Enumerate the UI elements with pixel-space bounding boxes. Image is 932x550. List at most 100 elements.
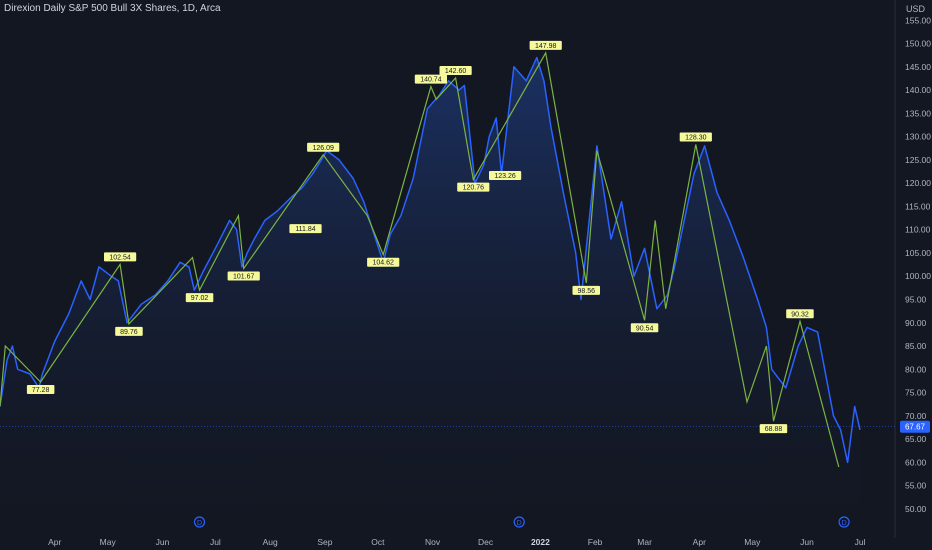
- pivot-label: 101.67: [227, 271, 260, 281]
- price-tick-label: 150.00: [905, 39, 931, 49]
- pivot-label-box: [414, 74, 447, 84]
- pivot-label-text: 104.62: [372, 260, 394, 267]
- pivot-label-text: 126.09: [312, 145, 334, 152]
- time-tick-label: Mar: [637, 537, 652, 547]
- zigzag-line: [0, 51, 840, 468]
- time-tick-label: Jul: [855, 537, 866, 547]
- pivot-label-box: [289, 224, 322, 234]
- dividend-marker: D: [193, 516, 206, 528]
- pivot-label-box: [307, 142, 340, 152]
- pivot-label: 98.56: [572, 285, 600, 295]
- pivot-label: 90.54: [630, 323, 659, 333]
- price-tick-label: 130.00: [905, 132, 931, 142]
- pivot-label-box: [630, 323, 659, 333]
- pivot-label-text: 142.60: [445, 68, 467, 75]
- price-tick-label: 60.00: [905, 457, 927, 467]
- time-tick-label: Jun: [156, 537, 170, 547]
- pivot-label-box: [227, 271, 260, 281]
- pivot-label-box: [115, 326, 143, 336]
- dividend-icon: [513, 516, 525, 528]
- pivot-label: 104.62: [367, 257, 400, 267]
- pivot-label-box: [26, 385, 55, 394]
- dividend-letter: D: [517, 520, 522, 527]
- dividend-letter: D: [842, 520, 847, 527]
- pivot-label: 97.02: [185, 293, 214, 303]
- price-tick-label: 105.00: [905, 248, 931, 258]
- time-tick-label: May: [744, 537, 761, 547]
- time-tick-label: Apr: [48, 537, 61, 547]
- price-tick-label: 90.00: [905, 318, 927, 328]
- pivot-label-text: 101.67: [233, 274, 255, 281]
- price-tick-label: 55.00: [905, 481, 927, 491]
- pivot-label: 102.54: [104, 252, 137, 262]
- price-tick-label: 110.00: [905, 225, 931, 235]
- time-tick-label: Aug: [263, 537, 278, 547]
- time-tick-label: Jul: [210, 537, 221, 547]
- price-tick-label: 135.00: [905, 108, 931, 118]
- time-tick-label: Sep: [317, 537, 332, 547]
- dividend-icon: [838, 516, 850, 528]
- price-area-fill: [0, 57, 860, 538]
- pivot-label: 89.76: [115, 326, 143, 336]
- pivot-label-box: [786, 309, 814, 319]
- pivot-label: 123.26: [489, 171, 522, 180]
- pivot-label-text: 97.02: [191, 295, 209, 302]
- pivot-label: 142.60: [439, 66, 472, 75]
- time-tick-label: Feb: [588, 537, 603, 547]
- dividend-marker: D: [838, 516, 850, 528]
- pivot-label-box: [572, 285, 600, 295]
- price-tick-label: 75.00: [905, 388, 927, 398]
- price-tick-label: 145.00: [905, 62, 931, 72]
- pivot-label: 90.32: [786, 309, 814, 319]
- dividend-letter: D: [197, 520, 202, 527]
- price-tick-label: 65.00: [905, 434, 927, 444]
- pivot-label-text: 102.54: [109, 254, 131, 261]
- pivot-label-text: 111.84: [295, 226, 315, 233]
- currency-label: USD: [906, 4, 926, 14]
- time-tick-label: May: [100, 537, 117, 547]
- pivot-label-box: [759, 424, 788, 434]
- pivot-label-text: 128.30: [685, 135, 707, 142]
- price-tick-label: 80.00: [905, 364, 927, 374]
- time-tick-label: Nov: [425, 537, 441, 547]
- time-tick-label: Oct: [371, 537, 385, 547]
- pivot-label-box: [489, 171, 522, 180]
- pivot-label-text: 90.32: [791, 311, 809, 318]
- pivot-label-text: 140.74: [420, 77, 442, 84]
- price-line: [0, 56, 861, 464]
- price-tick-label: 85.00: [905, 341, 927, 351]
- time-tick-label: 2022: [531, 537, 550, 547]
- price-tick-label: 155.00: [905, 15, 931, 25]
- pivot-label: 126.09: [307, 142, 340, 152]
- pivot-label-box: [457, 182, 490, 192]
- pivot-label-box: [185, 293, 214, 303]
- price-tick-label: 70.00: [905, 411, 927, 421]
- price-tick-label: 125.00: [905, 155, 931, 165]
- price-tick-label: 100.00: [905, 271, 931, 281]
- pivot-label: 120.76: [457, 182, 490, 192]
- pivot-label-text: 123.26: [494, 173, 516, 180]
- price-tick-label: 140.00: [905, 85, 931, 95]
- time-tick-label: Apr: [693, 537, 706, 547]
- time-tick-label: Dec: [478, 537, 494, 547]
- pivot-label: 68.88: [759, 424, 788, 434]
- price-tick-label: 50.00: [905, 504, 927, 514]
- time-tick-label: Jun: [800, 537, 814, 547]
- dividend-icon: [193, 516, 206, 528]
- pivot-label-text: 90.54: [636, 325, 654, 332]
- pivot-label-text: 68.88: [765, 426, 783, 433]
- price-tick-label: 95.00: [905, 295, 927, 305]
- price-tick-label: 115.00: [905, 201, 931, 211]
- pivot-label-text: 147.98: [535, 43, 557, 50]
- dividend-marker: D: [513, 516, 525, 528]
- last-price-badge: [900, 420, 930, 433]
- pivot-label-text: 77.28: [32, 387, 50, 394]
- pivot-label: 111.84: [289, 224, 322, 234]
- pivot-label: 128.30: [679, 132, 712, 142]
- symbol-title: Direxion Daily S&P 500 Bull 3X Shares, 1…: [4, 3, 221, 14]
- pivot-label-box: [104, 252, 137, 262]
- pivot-label-box: [367, 257, 400, 267]
- pivot-label-text: 89.76: [120, 329, 138, 336]
